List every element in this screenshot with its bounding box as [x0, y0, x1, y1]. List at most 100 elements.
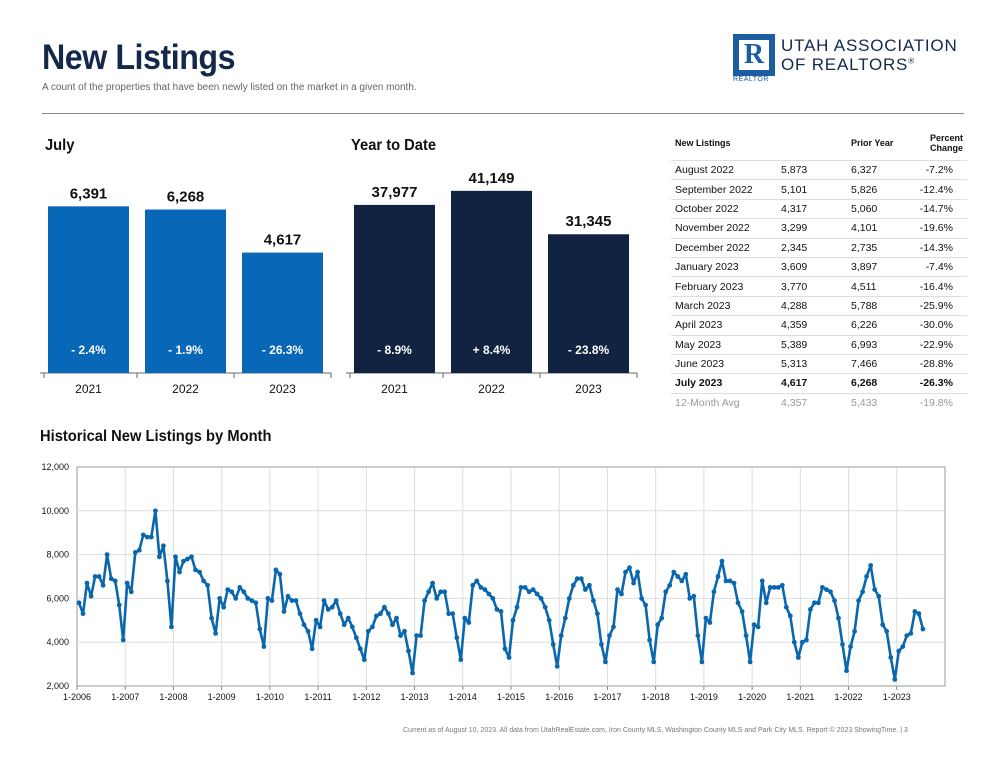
page-subtitle: A count of the properties that have been…: [42, 82, 417, 93]
data-point: [791, 639, 797, 645]
data-point: [221, 604, 227, 610]
table-cell: 6,268: [847, 373, 907, 394]
table-cell: 2,345: [779, 237, 847, 258]
data-point: [478, 585, 484, 590]
bar: [548, 234, 629, 373]
data-point: [683, 571, 689, 577]
table-cell: 4,617: [779, 373, 847, 394]
data-point: [80, 611, 86, 617]
data-point: [747, 659, 753, 665]
table-cell: 4,101: [847, 218, 907, 239]
data-point: [458, 657, 464, 663]
table-cell: 7,466: [847, 353, 907, 374]
data-point: [104, 552, 110, 557]
bar-category-label: 2022: [478, 382, 505, 396]
data-point: [611, 624, 616, 630]
data-point: [896, 648, 902, 654]
data-point: [587, 582, 592, 588]
data-point: [723, 578, 729, 584]
data-point: [454, 635, 460, 641]
data-point: [812, 600, 817, 606]
data-point: [370, 624, 375, 630]
data-point: [848, 644, 853, 649]
data-point: [482, 587, 488, 592]
realtor-logo-icon: R: [733, 34, 775, 76]
data-point: [836, 615, 841, 621]
data-point: [112, 578, 118, 584]
data-point: [321, 598, 327, 603]
y-tick-label: 12,000: [41, 462, 69, 472]
x-tick-label: 1-2022: [835, 692, 863, 702]
x-tick-label: 1-2007: [111, 692, 139, 702]
new-listings-table: New Listings Prior Year Percent Change A…: [671, 133, 967, 413]
y-tick-label: 2,000: [46, 681, 69, 691]
data-point: [691, 593, 697, 599]
data-point: [562, 615, 568, 621]
data-point: [414, 633, 419, 638]
data-point: [430, 580, 435, 586]
table-cell: 5,826: [847, 179, 907, 200]
data-point: [679, 578, 685, 584]
data-point: [566, 596, 572, 601]
table-row: June 2023 5,313 7,466 -28.8%: [671, 353, 967, 374]
data-point: [599, 642, 604, 647]
data-point: [245, 596, 251, 601]
data-point: [76, 600, 82, 606]
data-point: [647, 637, 652, 643]
data-point: [100, 582, 106, 588]
data-point: [635, 569, 640, 575]
data-point: [157, 554, 162, 560]
table-cell: 5,060: [847, 198, 907, 219]
table-cell: 2,735: [847, 237, 907, 258]
table-row: November 2022 3,299 4,101 -19.6%: [671, 218, 967, 239]
data-point: [422, 598, 427, 603]
logo-line-1: UTAH ASSOCIATION: [781, 36, 958, 55]
logo-registered-mark: ®: [908, 56, 915, 66]
table-row: January 2023 3,609 3,897 -7.4%: [671, 256, 967, 277]
table-cell: 5,313: [779, 353, 847, 374]
data-point: [546, 617, 552, 623]
data-point: [140, 532, 146, 538]
table-cell: -19.6%: [907, 218, 967, 239]
data-point: [667, 582, 673, 588]
data-point: [582, 587, 588, 592]
data-point: [426, 589, 431, 595]
bar-change-label: + 8.4%: [473, 343, 511, 357]
data-point: [840, 642, 845, 647]
data-point: [884, 628, 890, 634]
data-point: [623, 569, 628, 575]
table-cell: 6,993: [847, 334, 907, 355]
bar: [451, 190, 532, 373]
data-point: [153, 508, 158, 514]
data-point: [663, 589, 669, 595]
bar-change-label: - 8.9%: [377, 343, 412, 357]
bar-change-label: - 1.9%: [168, 343, 203, 357]
table-cell: 4,317: [779, 198, 847, 219]
data-point: [305, 628, 311, 634]
ytd-chart-title: Year to Date: [351, 137, 437, 154]
data-point: [574, 576, 580, 582]
y-tick-label: 4,000: [46, 637, 69, 647]
table-row: July 2023 4,617 6,268 -26.3%: [671, 373, 967, 394]
data-point: [892, 677, 898, 682]
data-point: [229, 589, 235, 595]
data-point: [743, 633, 749, 638]
data-point: [828, 589, 833, 595]
bar-change-label: - 2.4%: [71, 343, 106, 357]
data-point: [550, 642, 556, 647]
data-point: [277, 571, 283, 577]
data-point: [402, 628, 407, 634]
col-header: Prior Year: [851, 138, 894, 148]
x-tick-label: 1-2010: [256, 692, 284, 702]
data-point: [418, 633, 423, 638]
table-cell: -14.7%: [907, 198, 967, 219]
table-cell: -26.3%: [907, 373, 967, 394]
table-cell: 5,433: [847, 392, 907, 413]
data-point: [715, 574, 721, 579]
table-cell: -25.9%: [907, 295, 967, 316]
data-point: [177, 569, 182, 575]
data-point: [341, 622, 347, 628]
data-point: [651, 659, 657, 665]
data-point: [735, 600, 741, 606]
data-point: [289, 598, 295, 603]
